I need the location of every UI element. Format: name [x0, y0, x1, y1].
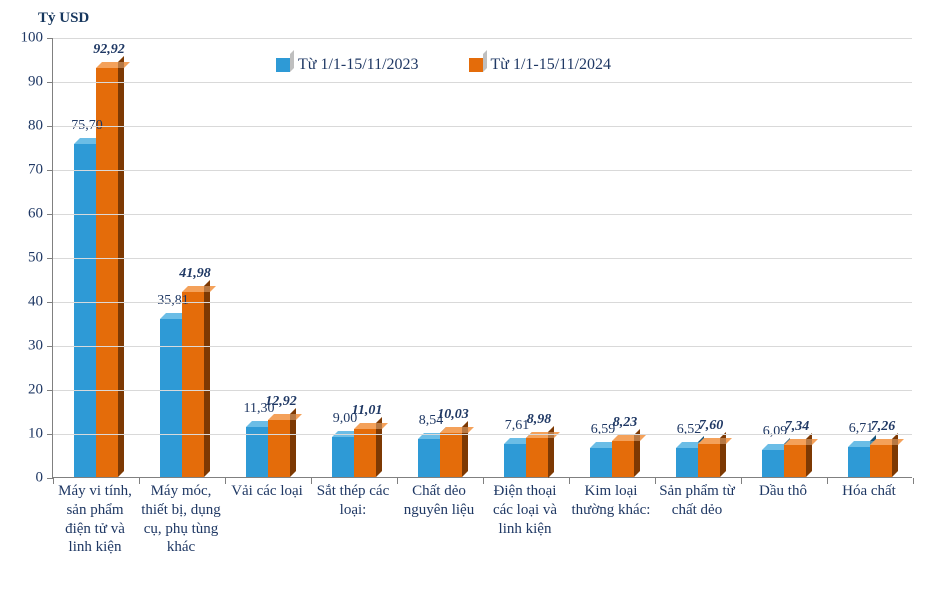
y-tick [47, 258, 53, 259]
y-tick [47, 346, 53, 347]
gridline [53, 126, 912, 127]
bar-2024 [526, 438, 548, 478]
x-axis-label: Sắt thép các loại: [312, 482, 394, 520]
data-label-2023: 6,09 [763, 424, 788, 440]
bar-2024 [784, 445, 806, 477]
data-label-2024: 7,34 [785, 419, 810, 435]
x-axis-label: Hóa chất [828, 482, 910, 501]
legend-label-2024: Từ 1/1-15/11/2024 [491, 56, 612, 74]
y-tick [47, 82, 53, 83]
gridline [53, 434, 912, 435]
x-axis-label: Dầu thô [742, 482, 824, 501]
y-tick-label: 30 [28, 338, 43, 355]
y-tick [47, 170, 53, 171]
y-tick-label: 70 [28, 162, 43, 179]
y-tick-label: 90 [28, 74, 43, 91]
bar-2023 [848, 447, 870, 477]
legend-label-2023: Từ 1/1-15/11/2023 [298, 56, 419, 74]
x-axis-label: Kim loại thường khác: [570, 482, 652, 520]
legend-item-2024: Từ 1/1-15/11/2024 [469, 56, 612, 74]
y-tick-label: 10 [28, 426, 43, 443]
x-tick [913, 478, 914, 484]
bar-2024 [182, 292, 204, 477]
gridline [53, 346, 912, 347]
y-tick-label: 60 [28, 206, 43, 223]
gridline [53, 302, 912, 303]
data-label-2024: 12,92 [265, 394, 297, 410]
y-tick [47, 390, 53, 391]
bar-2023 [74, 144, 96, 477]
bar-2024 [698, 444, 720, 477]
legend-item-2023: Từ 1/1-15/11/2023 [276, 56, 419, 74]
x-axis-label: Chất dẻo nguyên liệu [398, 482, 480, 520]
data-label-2024: 92,92 [93, 42, 125, 58]
y-tick-label: 20 [28, 382, 43, 399]
import-value-bar-chart: Tỷ USD 75,7092,9235,8141,9811,3012,929,0… [10, 10, 916, 585]
bar-2024 [354, 429, 376, 477]
x-axis-label: Vải các loại [226, 482, 308, 501]
data-label-2023: 7,61 [505, 418, 530, 434]
legend-swatch-2024 [469, 58, 483, 72]
bar-2024 [612, 441, 634, 477]
data-label-2024: 11,01 [352, 403, 383, 419]
bar-2024 [870, 445, 892, 477]
y-tick-label: 0 [36, 470, 44, 487]
bar-2024 [268, 420, 290, 477]
data-label-2024: 10,03 [437, 407, 469, 423]
y-tick-label: 80 [28, 118, 43, 135]
x-axis-label: Máy vi tính, sản phẩm điện tử và linh ki… [54, 482, 136, 557]
data-label-2024: 7,60 [699, 418, 724, 434]
y-tick [47, 302, 53, 303]
bar-2023 [762, 450, 784, 477]
gridline [53, 170, 912, 171]
y-tick-label: 40 [28, 294, 43, 311]
bar-2024 [440, 433, 462, 477]
data-label-2023: 6,52 [677, 422, 702, 438]
legend-swatch-2023 [276, 58, 290, 72]
y-axis-title: Tỷ USD [38, 10, 89, 27]
y-tick-label: 50 [28, 250, 43, 267]
plot-area: 75,7092,9235,8141,9811,3012,929,0011,018… [52, 38, 912, 478]
x-axis-label: Điện thoại các loại và linh kiện [484, 482, 566, 538]
data-label-2024: 41,98 [179, 266, 211, 282]
gridline [53, 38, 912, 39]
bar-2023 [160, 319, 182, 477]
bar-2023 [332, 437, 354, 477]
legend: Từ 1/1-15/11/2023 Từ 1/1-15/11/2024 [270, 54, 617, 76]
data-label-2024: 8,98 [527, 412, 552, 428]
y-tick [47, 126, 53, 127]
y-tick [47, 214, 53, 215]
gridline [53, 214, 912, 215]
data-label-2024: 7,26 [871, 419, 896, 435]
x-axis-label: Máy móc, thiết bị, dụng cụ, phụ tùng khá… [140, 482, 222, 557]
gridline [53, 390, 912, 391]
x-axis-label: Sản phẩm từ chất dẻo [656, 482, 738, 520]
bar-2023 [504, 444, 526, 477]
data-label-2023: 6,71 [849, 421, 874, 437]
bar-2023 [676, 448, 698, 477]
y-tick [47, 434, 53, 435]
bar-2023 [418, 439, 440, 477]
gridline [53, 82, 912, 83]
data-label-2024: 8,23 [613, 415, 638, 431]
gridline [53, 258, 912, 259]
bar-2023 [590, 448, 612, 477]
data-label-2023: 6,59 [591, 422, 616, 438]
y-tick-label: 100 [21, 30, 44, 47]
y-tick [47, 38, 53, 39]
